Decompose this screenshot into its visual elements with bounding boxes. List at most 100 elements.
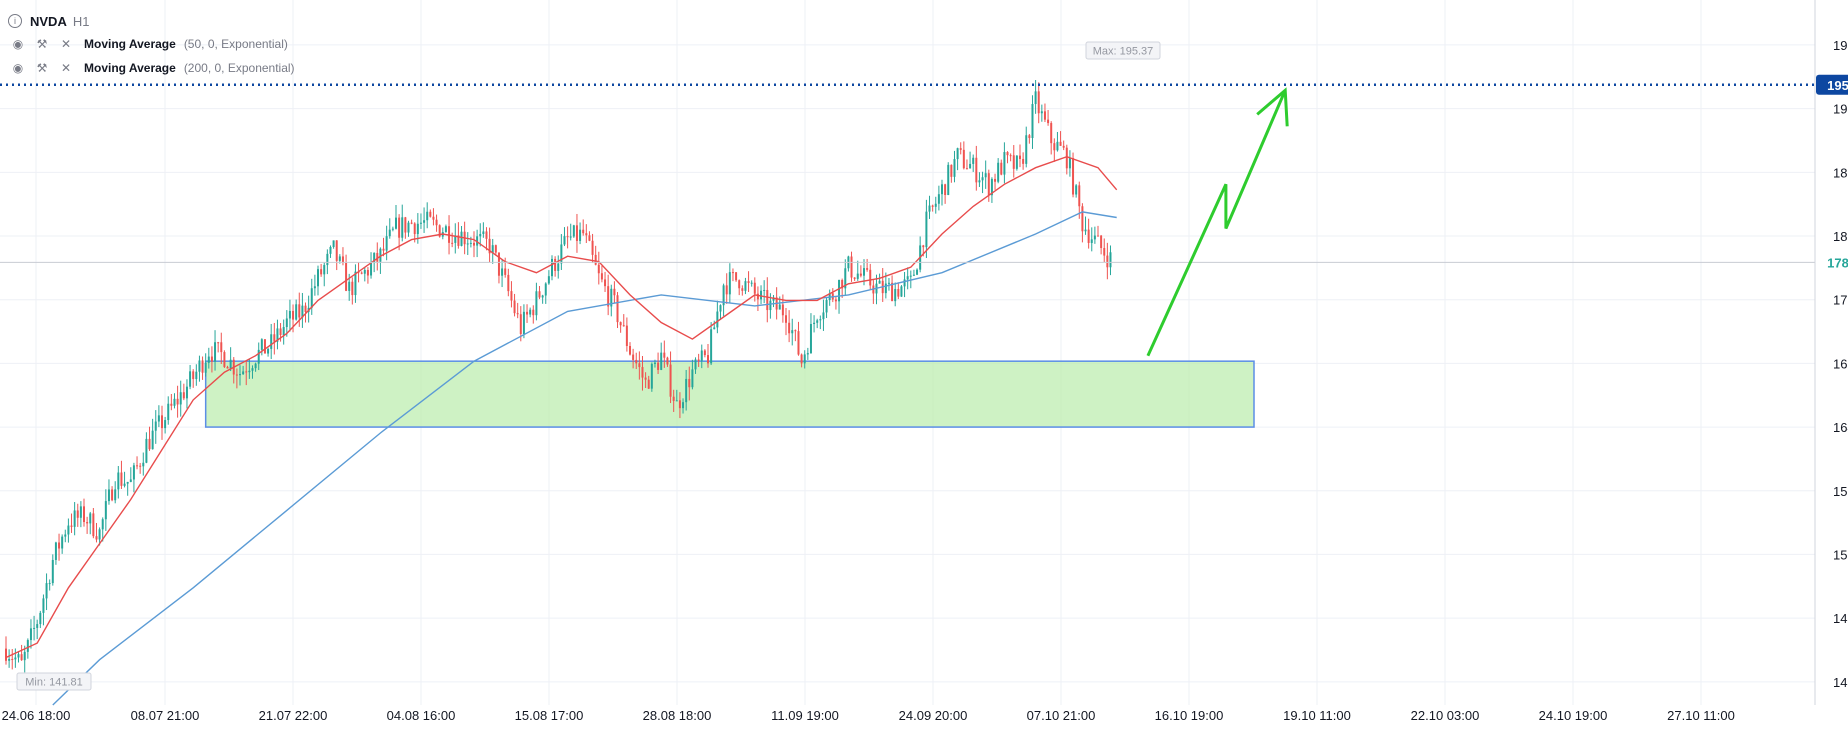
candle-body: [575, 225, 578, 241]
candle-body: [794, 330, 797, 332]
candle-body: [26, 640, 29, 652]
candle-body: [635, 359, 638, 364]
candle-body: [64, 534, 67, 537]
candle-body: [791, 330, 794, 334]
candle-body: [1084, 229, 1087, 232]
candle-body: [204, 362, 207, 373]
info-icon[interactable]: i: [8, 14, 22, 28]
candle-body: [838, 280, 841, 302]
candle-body: [566, 236, 569, 238]
candle-body: [398, 217, 401, 238]
candle-body: [866, 268, 869, 270]
x-tick-label: 15.08 17:00: [515, 708, 584, 723]
candle-body: [763, 289, 766, 291]
candle-body: [270, 334, 273, 349]
candle-body: [192, 371, 195, 380]
candle-body: [157, 415, 160, 422]
eye-icon[interactable]: ◉: [12, 61, 24, 75]
candle-body: [104, 501, 107, 520]
candle-body: [469, 242, 472, 244]
candle-body: [959, 148, 962, 150]
candle-body: [616, 295, 619, 323]
x-tick-label: 21.07 22:00: [259, 708, 328, 723]
price-level-badge[interactable]: [1816, 74, 1848, 95]
candle-body: [672, 396, 675, 401]
candle-body: [401, 217, 404, 238]
support-zone-rect[interactable]: [204, 360, 1255, 428]
candle-body: [329, 246, 332, 254]
wrench-icon[interactable]: ⚒: [36, 37, 48, 51]
y-tick-label: 169.80: [1833, 356, 1848, 371]
candle-body: [806, 353, 809, 355]
candle-body: [750, 282, 753, 284]
candle-body: [373, 252, 376, 263]
candle-body: [451, 242, 454, 244]
candle-body: [544, 283, 547, 296]
candle-body: [863, 268, 865, 276]
wrench-icon[interactable]: ⚒: [36, 61, 48, 75]
symbol-row: i NVDA H1: [8, 10, 295, 32]
eye-icon[interactable]: ◉: [12, 37, 24, 51]
candle-body: [142, 462, 145, 467]
candle-body: [167, 403, 170, 421]
candle-body: [385, 236, 388, 251]
close-icon[interactable]: ✕: [60, 37, 72, 51]
ma200-line: [52, 211, 1117, 706]
candle-body: [201, 360, 204, 373]
timeframe-label[interactable]: H1: [72, 13, 90, 29]
candle-body: [625, 325, 628, 347]
candle-body: [1022, 158, 1025, 164]
candle-body: [1050, 123, 1053, 144]
candle-body: [653, 362, 656, 364]
candle-body: [8, 658, 11, 661]
candle-body: [925, 211, 928, 248]
indicator-name: Moving Average: [84, 37, 176, 51]
last-price-label: 178.94: [1827, 255, 1848, 270]
candle-body: [23, 651, 26, 661]
close-icon[interactable]: ✕: [60, 61, 72, 75]
candle-body: [1106, 255, 1109, 268]
candle-body: [317, 269, 319, 287]
annotations: 195.00 178.94 Max: 195.37 Min: 141.81: [0, 41, 1848, 691]
support-zone[interactable]: [204, 360, 1255, 428]
candle-body: [997, 162, 1000, 182]
candle-body: [198, 360, 201, 372]
candle-body: [488, 238, 491, 254]
candle-body: [154, 421, 157, 431]
candle-body: [51, 559, 54, 584]
candle-body: [1093, 235, 1096, 240]
candle-body: [501, 268, 504, 276]
candle-body: [251, 368, 254, 371]
candle-body: [423, 220, 426, 223]
candle-body: [950, 164, 953, 177]
candle-body: [429, 211, 432, 217]
candle-body: [707, 355, 709, 364]
x-tick-label: 11.09 19:00: [771, 708, 839, 723]
candle-body: [781, 304, 784, 316]
candle-body: [416, 223, 419, 235]
candle-body: [547, 276, 550, 284]
candle-body: [841, 280, 844, 289]
candle-body: [207, 356, 210, 363]
candle-body: [14, 657, 17, 660]
candle-body: [1019, 155, 1021, 159]
candle-body: [1081, 206, 1084, 232]
candle-body: [741, 288, 744, 291]
candle-body: [1043, 111, 1046, 120]
candle-body: [407, 222, 410, 233]
candle-body: [1072, 158, 1075, 195]
candle-body: [282, 327, 285, 336]
candle-body: [1031, 104, 1034, 139]
candle-body: [632, 354, 635, 360]
candle-body: [1068, 158, 1071, 169]
candle-body: [254, 363, 257, 369]
moving-averages: [5, 155, 1118, 706]
candle-body: [569, 236, 572, 238]
candle-body: [785, 315, 787, 323]
indicator-row: ◉ ⚒ ✕ Moving Average (200, 0, Exponentia…: [8, 56, 295, 80]
candle-body: [703, 350, 706, 356]
candle-body: [803, 354, 806, 364]
candle-body: [479, 234, 482, 237]
candle-body: [719, 305, 722, 312]
